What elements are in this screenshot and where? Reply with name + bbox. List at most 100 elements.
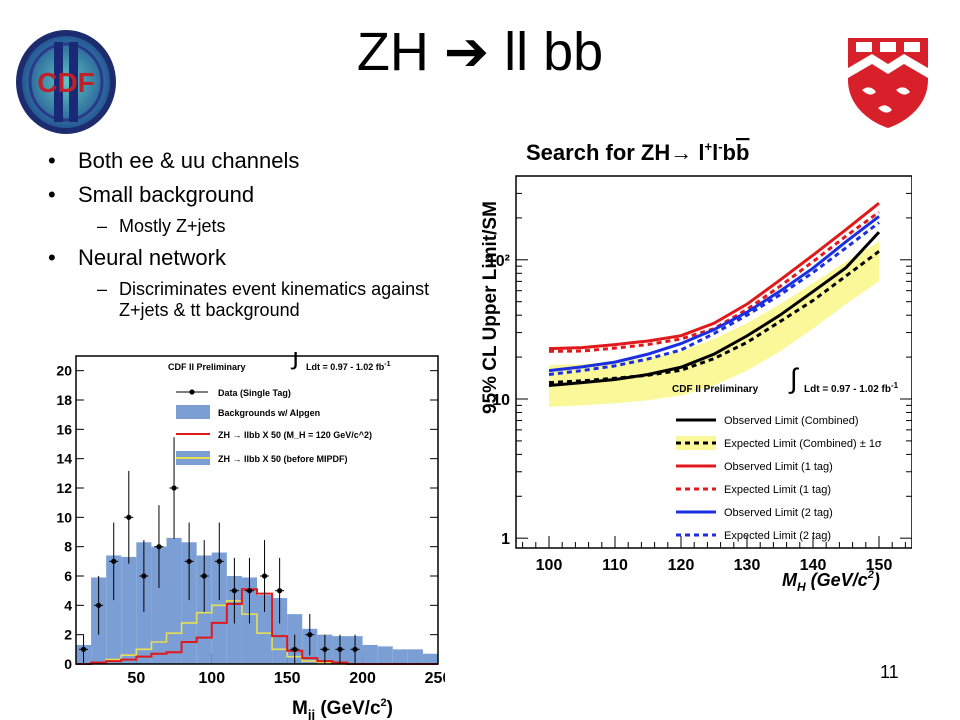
data-point: [141, 573, 147, 579]
limit-curve-2: [548, 202, 880, 351]
limit-annotation: CDF II Preliminary: [672, 384, 759, 395]
bullet-item: Neural network: [48, 245, 468, 271]
background-bar: [257, 595, 273, 664]
y-tick-label: 2: [64, 627, 72, 643]
sub-bullet-item: Mostly Z+jets: [97, 216, 468, 237]
x-tick-label: 130: [734, 557, 761, 574]
data-point: [307, 632, 313, 638]
x-tick-label: 100: [198, 670, 225, 687]
y-tick-label: 16: [56, 421, 72, 437]
background-bar: [211, 552, 227, 664]
x-tick-label: 150: [866, 557, 893, 574]
slide-title: ZH ➔ ll bb: [356, 22, 604, 82]
data-point: [261, 573, 268, 579]
legend-label: Expected Limit (2 tag): [724, 530, 831, 542]
y-tick-label: 1: [501, 531, 510, 548]
y-tick-label: 6: [64, 568, 72, 584]
data-point: [352, 646, 358, 652]
y-tick-label: 20: [56, 363, 72, 379]
y-tick-label: 0: [64, 656, 72, 672]
limit-frame: [515, 175, 912, 549]
mcgill-crest-icon: [848, 38, 928, 128]
x-tick-label: 200: [349, 670, 376, 687]
limit-chart-title: Search for ZH→ l+l-bb: [526, 139, 749, 165]
legend-label: ZH → llbb X 50 (before MIPDF): [218, 454, 348, 464]
bullet-item: Small background: [48, 182, 468, 208]
background-bar: [392, 649, 408, 664]
y-tick-label: 4: [64, 597, 72, 613]
upper-limit-chart: Search for ZH→ l+l-bb 95% CL Upper Limit…: [480, 139, 912, 594]
legend-label: Observed Limit (Combined): [724, 415, 859, 427]
data-point: [186, 558, 192, 564]
limit-lumi: Ldt = 0.97 - 1.02 fb-1: [804, 381, 899, 395]
data-point: [216, 558, 222, 564]
histogram-annotation: CDF II Preliminary: [168, 362, 246, 372]
limit-x-axis-label: MH (GeV/c2): [782, 569, 880, 594]
cdf-logo-text: CDF: [37, 67, 95, 98]
cdf-logo: CDF: [16, 30, 116, 134]
x-tick-label: 140: [800, 557, 827, 574]
background-bar: [106, 555, 122, 664]
background-bar: [272, 598, 288, 664]
data-point: [171, 485, 177, 491]
legend-label: Expected Limit (1 tag): [724, 484, 831, 496]
background-bar: [166, 537, 182, 664]
y-tick-label: 12: [56, 480, 72, 496]
limit-curve-5: [548, 221, 880, 376]
legend-swatch-background: [176, 405, 210, 419]
x-tick-label: 100: [536, 557, 563, 574]
data-point: [111, 558, 117, 564]
y-tick-label: 8: [64, 539, 72, 555]
integral-sign: ∫: [788, 363, 800, 394]
data-point: [80, 646, 87, 652]
background-bar: [181, 542, 197, 664]
y-tick-label: 10: [56, 509, 72, 525]
data-point: [96, 602, 102, 608]
legend-label: Backgrounds w/ Alpgen: [218, 408, 320, 418]
background-bar: [362, 644, 378, 664]
limit-curve-1: [548, 250, 880, 385]
background-bar: [121, 556, 137, 664]
data-point: [231, 588, 237, 594]
data-point: [126, 514, 132, 520]
sub-bullet-item: Discriminates event kinematics against Z…: [97, 279, 468, 321]
bullet-item: Both ee & uu channels: [48, 148, 468, 174]
data-point: [277, 588, 283, 594]
limit-curve-4: [548, 215, 880, 373]
legend-label: ZH → llbb X 50 (M_H = 120 GeV/c^2): [218, 430, 372, 440]
x-tick-label: 120: [668, 557, 695, 574]
background-bar: [151, 546, 167, 664]
y-tick-label: 18: [56, 392, 72, 408]
data-point: [201, 573, 207, 579]
histogram-frame: [75, 355, 439, 665]
data-point: [156, 544, 162, 550]
expected-one-sigma-band: [549, 241, 879, 407]
mjj-histogram-chart: 0 2 4 6 8 10 12 14 16 18 20 50 100 150 200 250 CDF II P…: [56, 352, 445, 720]
legend-label: Data (Single Tag): [218, 388, 291, 398]
data-point: [322, 646, 328, 652]
limit-curve-3: [548, 210, 880, 353]
page-number: 11: [880, 662, 899, 682]
x-tick-label: 50: [127, 670, 145, 687]
signal-mh120-line: [76, 588, 438, 665]
x-tick-label: 110: [602, 557, 628, 574]
y-tick-label: 14: [56, 451, 72, 467]
legend-label: Expected Limit (Combined) ± 1σ: [724, 438, 882, 450]
integral-sign: ∫: [290, 352, 301, 370]
y-tick-label: 10²: [487, 253, 510, 270]
legend-label: Observed Limit (2 tag): [724, 507, 833, 519]
histogram-lumi: Ldt = 0.97 - 1.02 fb-1: [306, 361, 391, 372]
x-tick-label: 250: [425, 670, 445, 687]
legend-swatch-data-point: [189, 389, 195, 395]
background-bar: [422, 653, 438, 664]
x-tick-label: 150: [274, 670, 301, 687]
data-point: [292, 646, 298, 652]
data-point: [337, 646, 343, 652]
legend-label: Observed Limit (1 tag): [724, 461, 833, 473]
bullet-list: Both ee & uu channels Small background M…: [48, 148, 468, 329]
y-tick-label: 10: [492, 392, 510, 409]
limit-y-axis-label: 95% CL Upper Limit/SM: [480, 201, 501, 414]
histogram-x-axis-label: Mjj (GeV/c2): [292, 697, 393, 720]
data-point: [246, 588, 253, 594]
background-bar: [407, 649, 423, 664]
